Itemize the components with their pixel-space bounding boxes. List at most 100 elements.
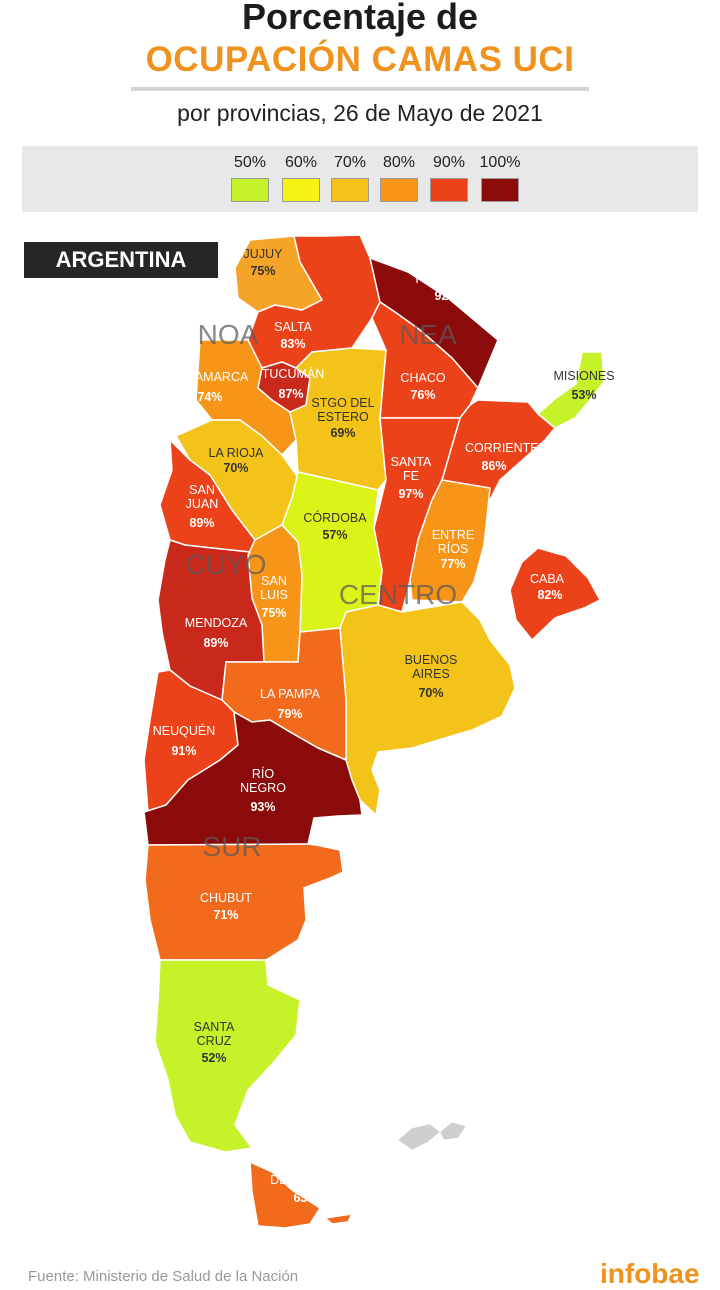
color-legend: 50% 60% 70% 80% 90% 100% xyxy=(22,146,698,212)
legend-swatch xyxy=(481,178,519,202)
label-santa-cruz: SANTA CRUZ 52% xyxy=(194,1020,235,1065)
province-percentage: 77% xyxy=(440,557,465,571)
province-name: FORMOSA xyxy=(415,272,479,286)
province-name: RÍO NEGRO xyxy=(240,766,286,795)
label-tucuman: TUCUMÁN 87% xyxy=(262,366,325,401)
legend-item-90: 90% xyxy=(426,154,472,202)
province-percentage: 86% xyxy=(481,459,506,473)
title-line-2: OCUPACIÓN CAMAS UCI xyxy=(145,40,575,79)
legend-label: 50% xyxy=(233,154,267,171)
label-rio-negro: RÍO NEGRO 93% xyxy=(240,766,286,814)
legend-item-50: 50% xyxy=(227,154,273,202)
province-chubut[interactable] xyxy=(144,843,344,961)
label-jujuy: JUJUY 75% xyxy=(244,247,284,278)
legend-label: 70% xyxy=(333,154,367,171)
province-percentage: 69% xyxy=(330,426,355,440)
province-name: STGO DEL ESTERO xyxy=(311,396,374,424)
province-name: BUENOS AIRES xyxy=(405,653,458,681)
province-percentage: 89% xyxy=(203,636,228,650)
country-label: ARGENTINA xyxy=(24,242,218,278)
label-salta: SALTA 83% xyxy=(274,320,312,351)
label-catamarca: CATAMARCA 74% xyxy=(172,370,249,404)
legend-swatch xyxy=(380,178,418,202)
legend-item-100: 100% xyxy=(477,154,523,202)
province-santa-cruz[interactable] xyxy=(154,959,301,1153)
label-chubut: CHUBUT 71% xyxy=(200,891,252,922)
province-percentage: 75% xyxy=(261,606,286,620)
label-caba: CABA 82% xyxy=(530,572,565,602)
province-name: SANTA FE xyxy=(391,455,432,483)
region-label-cuyo: CUYO xyxy=(186,549,267,580)
province-name: LA RIOJA xyxy=(209,446,265,460)
province-percentage: 89% xyxy=(189,516,214,530)
label-santa-fe: SANTA FE 97% xyxy=(391,455,432,501)
province-percentage: 53% xyxy=(571,388,596,402)
label-entre-rios: ENTRE RÍOS 77% xyxy=(432,528,474,571)
province-name: JUJUY xyxy=(244,247,284,261)
subtitle: por provincias, 26 de Mayo de 2021 xyxy=(177,100,543,126)
title-divider xyxy=(131,87,589,91)
province-name: CABA xyxy=(530,572,565,586)
province-name: TUCUMÁN xyxy=(262,366,325,381)
province-name: MENDOZA xyxy=(185,616,248,630)
legend-swatch xyxy=(331,178,369,202)
province-name: CORRIENTES xyxy=(465,441,547,455)
province-name: CÓRDOBA xyxy=(303,510,367,525)
province-name: SALTA xyxy=(274,320,312,334)
label-buenos-aires: BUENOS AIRES 70% xyxy=(405,653,458,700)
province-name: CHACO xyxy=(400,371,445,385)
province-name: TIERRA DEL FUEGO xyxy=(270,1159,342,1187)
legend-swatch xyxy=(231,178,269,202)
province-percentage: 52% xyxy=(201,1051,226,1065)
province-misiones[interactable] xyxy=(537,351,605,429)
region-label-centro: CENTRO xyxy=(339,579,457,610)
province-name: SAN JUAN xyxy=(186,483,219,511)
label-cordoba: CÓRDOBA 57% xyxy=(303,510,367,542)
province-percentage: 97% xyxy=(398,487,423,501)
label-formosa: FORMOSA 92% xyxy=(415,272,479,303)
label-neuquen: NEUQUÉN 91% xyxy=(153,723,216,758)
province-percentage: 71% xyxy=(213,908,238,922)
province-name: SANTA CRUZ xyxy=(194,1020,235,1048)
label-tierra-del-fuego: TIERRA DEL FUEGO 63% xyxy=(270,1159,342,1205)
province-caba[interactable] xyxy=(509,547,601,641)
province-tierra-del-fuego[interactable] xyxy=(249,1161,353,1229)
label-san-juan: SAN JUAN 89% xyxy=(186,483,219,530)
province-percentage: 70% xyxy=(223,461,248,475)
label-corrientes: CORRIENTES 86% xyxy=(465,441,547,473)
legend-item-70: 70% xyxy=(327,154,373,202)
province-name: NEUQUÉN xyxy=(153,723,216,738)
province-percentage: 63% xyxy=(293,1191,318,1205)
province-name: MISIONES xyxy=(553,369,614,383)
province-name: SAN LUIS xyxy=(260,574,288,602)
province-percentage: 92% xyxy=(434,289,459,303)
legend-label: 60% xyxy=(284,154,318,171)
province-percentage: 76% xyxy=(410,388,435,402)
province-percentage: 74% xyxy=(197,390,222,404)
region-label-sur: SUR xyxy=(202,831,261,862)
legend-swatch xyxy=(430,178,468,202)
province-percentage: 87% xyxy=(278,387,303,401)
legend-label: 80% xyxy=(382,154,416,171)
province-percentage: 83% xyxy=(280,337,305,351)
label-la-pampa: LA PAMPA 79% xyxy=(260,687,321,721)
province-percentage: 70% xyxy=(418,686,443,700)
region-label-noa: NOA xyxy=(198,319,259,350)
legend-label: 90% xyxy=(432,154,466,171)
source-note: Fuente: Ministerio de Salud de la Nación xyxy=(28,1268,299,1285)
label-la-rioja: LA RIOJA 70% xyxy=(209,446,265,475)
legend-swatch xyxy=(282,178,320,202)
province-rio-negro[interactable] xyxy=(143,711,363,846)
legend-item-60: 60% xyxy=(278,154,324,202)
province-percentage: 91% xyxy=(171,744,196,758)
province-percentage: 75% xyxy=(250,264,275,278)
province-name: ENTRE RÍOS xyxy=(432,528,474,556)
region-label-nea: NEA xyxy=(399,319,457,350)
province-entre-rios[interactable] xyxy=(409,479,491,603)
province-percentage: 93% xyxy=(250,800,275,814)
province-buenos-aires[interactable] xyxy=(339,601,516,816)
province-percentage: 82% xyxy=(537,588,562,602)
malvinas-islands xyxy=(397,1121,467,1151)
label-misiones: MISIONES 53% xyxy=(553,369,614,402)
